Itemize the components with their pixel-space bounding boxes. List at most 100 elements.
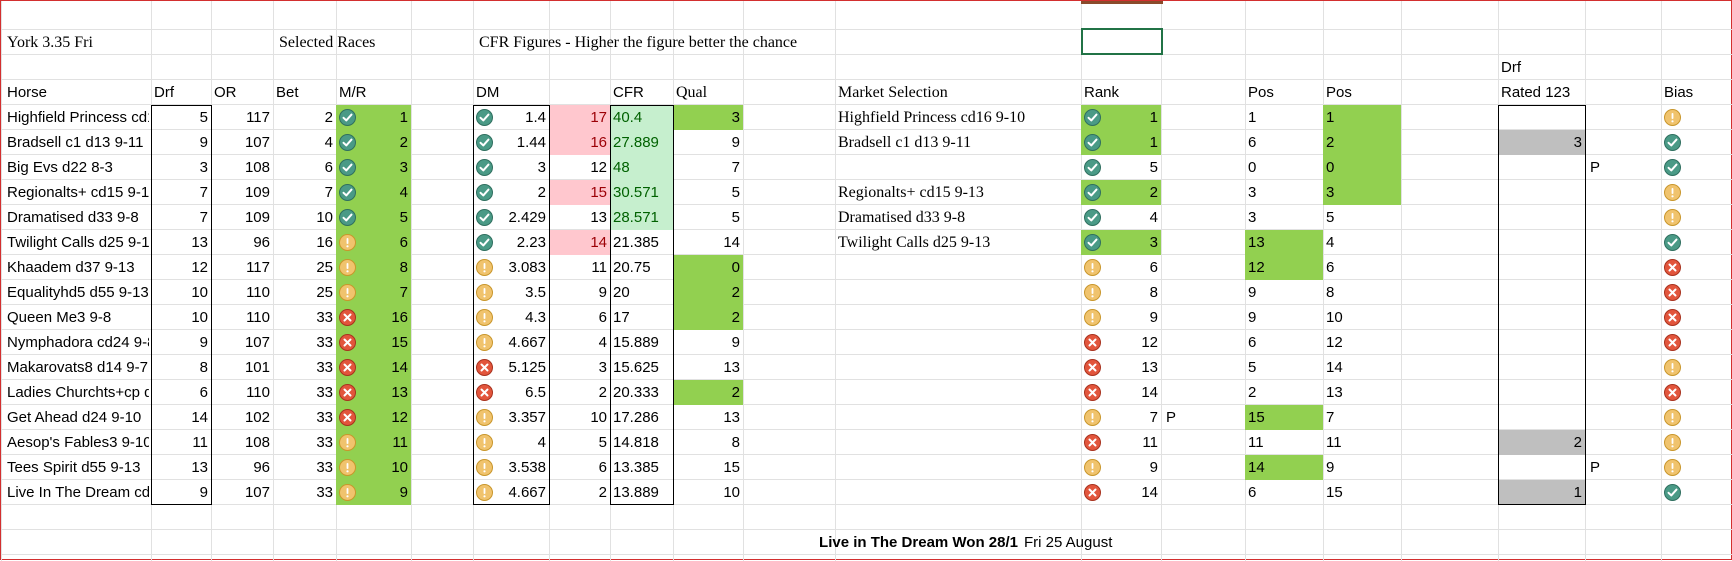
cfr-cell[interactable]: 20.75 [613,259,651,276]
or-cell[interactable]: 110 [246,309,270,326]
drf-cell[interactable]: 13 [191,234,208,251]
rated-cell[interactable]: 3 [1498,130,1585,155]
rating-diff-cell[interactable]: 2 [598,484,607,501]
dm-cell[interactable]: 1.4 [525,109,546,126]
drf-cell[interactable]: 12 [191,259,208,276]
cfr-cell[interactable]: 28.571 [610,205,673,230]
pos1-cell[interactable]: 9 [1248,284,1257,301]
qual-cell[interactable]: 2 [673,305,743,330]
pos2-cell[interactable]: 11 [1326,434,1342,451]
cfr-cell[interactable]: 15.889 [613,334,659,351]
drf-cell[interactable]: 7 [199,184,208,201]
drf-cell[interactable]: 7 [199,209,208,226]
date-text[interactable]: Fri 25 August [1024,534,1113,551]
rank-cell[interactable]: 14 [1141,384,1158,401]
pos2-cell[interactable]: 6 [1326,259,1335,276]
bet-cell[interactable]: 2 [324,109,333,126]
drf-cell[interactable]: 6 [199,384,208,401]
pos2-cell[interactable]: 1 [1323,105,1401,130]
or-cell[interactable]: 108 [244,159,270,176]
pos1-cell[interactable]: 5 [1248,359,1257,376]
col-header-drf[interactable]: Drf [154,84,174,101]
pos1-cell[interactable]: 14 [1245,455,1323,480]
col-header-dm[interactable]: DM [476,84,500,101]
rating-diff-cell[interactable]: 9 [598,284,607,301]
horse-name-cell[interactable]: Aesop's Fables3 9-10 [7,434,149,451]
bet-cell[interactable]: 10 [316,209,333,226]
dm-cell[interactable]: 4.3 [525,309,546,326]
bet-cell[interactable]: 33 [316,434,333,451]
qual-cell[interactable]: 15 [723,459,740,476]
bet-cell[interactable]: 33 [316,309,333,326]
bet-cell[interactable]: 33 [316,334,333,351]
rank-cell[interactable]: 11 [1142,434,1158,451]
pos1-cell[interactable]: 3 [1248,184,1257,201]
bet-cell[interactable]: 4 [324,134,333,151]
drf-cell[interactable]: 13 [191,459,208,476]
qual-cell[interactable]: 14 [723,234,740,251]
pos2-cell[interactable]: 7 [1326,409,1335,426]
horse-name-cell[interactable]: Dramatised d33 9-8 [7,209,139,226]
p-flag-cell[interactable]: P [1590,459,1601,476]
or-cell[interactable]: 117 [246,109,270,126]
cfr-cell[interactable]: 21.385 [613,234,659,251]
rank-cell[interactable]: 5 [1149,159,1158,176]
qual-cell[interactable]: 9 [731,334,740,351]
rated-cell[interactable]: 1 [1498,480,1585,505]
rank-cell[interactable]: 8 [1149,284,1158,301]
or-cell[interactable]: 117 [246,259,270,276]
bet-cell[interactable]: 33 [316,459,333,476]
rating-diff-cell[interactable]: 14 [549,230,610,255]
dm-cell[interactable]: 2.23 [516,234,546,251]
cfr-cell[interactable]: 27.889 [610,130,673,155]
horse-name-cell[interactable]: Khaadem d37 9-13 [7,259,135,276]
horse-name-cell[interactable]: Ladies Churchts+cp d9 9-13 [7,384,149,401]
qual-cell[interactable]: 0 [673,255,743,280]
or-cell[interactable]: 107 [244,484,270,501]
pos2-cell[interactable]: 15 [1326,484,1343,501]
horse-name-cell[interactable]: Makarovats8 d14 9-7 [7,359,148,376]
selected-races-label[interactable]: Selected Races [279,34,376,51]
rank-cell[interactable]: 14 [1141,484,1158,501]
p-flag-cell[interactable]: P [1590,159,1601,176]
market-selection-cell[interactable]: Bradsell c1 d13 9-11 [838,134,972,151]
rating-diff-cell[interactable]: 2 [598,384,607,401]
bet-cell[interactable]: 33 [316,384,333,401]
drf-cell[interactable]: 11 [192,434,208,451]
pos2-cell[interactable]: 8 [1326,284,1335,301]
rating-diff-cell[interactable]: 3 [598,359,607,376]
pos2-cell[interactable]: 13 [1326,384,1343,401]
rating-diff-cell[interactable]: 6 [598,309,607,326]
pos2-cell[interactable]: 12 [1326,334,1343,351]
drf-cell[interactable]: 5 [199,109,208,126]
qual-cell[interactable]: 2 [673,380,743,405]
qual-cell[interactable]: 13 [723,409,740,426]
drf-cell[interactable]: 9 [199,134,208,151]
dm-cell[interactable]: 3.083 [508,259,546,276]
cfr-cell[interactable]: 14.818 [613,434,659,451]
horse-name-cell[interactable]: Equalityhd5 d55 9-13 [7,284,149,301]
dm-cell[interactable]: 4.667 [508,334,546,351]
col-header-horse[interactable]: Horse [7,84,48,101]
col-header-bias[interactable]: Bias [1664,84,1694,101]
horse-name-cell[interactable]: Live In The Dream cd18 9-13 [7,484,149,501]
pos1-cell[interactable]: 6 [1248,334,1257,351]
pos1-cell[interactable]: 9 [1248,309,1257,326]
rank-cell[interactable]: 13 [1141,359,1158,376]
col-header-bet[interactable]: Bet [276,84,299,101]
or-cell[interactable]: 107 [244,334,270,351]
rating-diff-cell[interactable]: 15 [549,180,610,205]
dm-cell[interactable]: 3.538 [508,459,546,476]
rating-diff-cell[interactable]: 5 [598,434,607,451]
qual-cell[interactable]: 9 [731,134,740,151]
cfr-cell[interactable]: 20.333 [613,384,659,401]
pos1-cell[interactable]: 13 [1245,230,1323,255]
qual-cell[interactable]: 5 [731,209,740,226]
qual-cell[interactable]: 10 [723,484,740,501]
bet-cell[interactable]: 6 [324,159,333,176]
dm-cell[interactable]: 2 [537,184,546,201]
pos1-cell[interactable]: 6 [1248,484,1257,501]
cfr-cell[interactable]: 15.625 [613,359,659,376]
horse-name-cell[interactable]: Big Evs d22 8-3 [7,159,113,176]
